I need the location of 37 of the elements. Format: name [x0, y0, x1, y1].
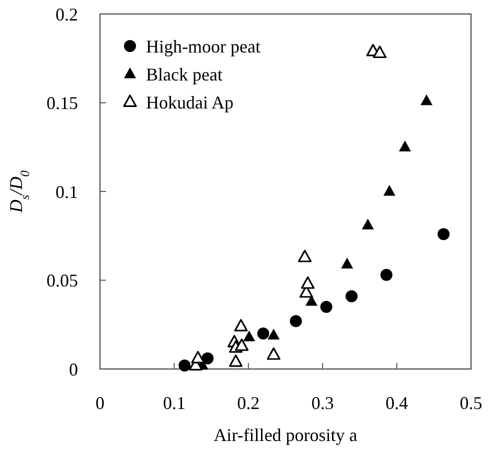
point [202, 352, 214, 364]
point [234, 338, 249, 351]
x-axis-title: Air-filled porosity a [214, 425, 358, 445]
y-tick-label: 0.1 [56, 182, 78, 202]
point [438, 228, 450, 240]
point [268, 328, 280, 340]
y-tick-label: 0.15 [46, 93, 78, 114]
y-tick-label: 0 [69, 359, 78, 380]
legend-label: High-moor peat [146, 36, 260, 56]
point [266, 347, 280, 360]
point [383, 184, 396, 196]
point [320, 300, 332, 313]
point [298, 250, 312, 262]
x-tick-label: 0 [96, 393, 104, 413]
point [346, 290, 358, 302]
point [228, 354, 243, 367]
point [380, 268, 392, 281]
point [234, 319, 248, 332]
point [178, 359, 191, 372]
x-tick-label: 0.1 [162, 393, 186, 413]
legend-label: Black peat [146, 64, 222, 84]
y-tick-label: 0.05 [46, 270, 78, 291]
point [420, 94, 432, 106]
point [257, 328, 270, 340]
point [300, 276, 315, 289]
legend-label: Hokudai Ap [146, 92, 234, 112]
point [341, 258, 354, 268]
point [372, 46, 387, 58]
x-tick-label: 0.4 [386, 393, 408, 413]
point [290, 315, 302, 328]
x-tick-label: 0.2 [237, 393, 260, 413]
x-tick-label: 0.5 [460, 393, 482, 413]
point [362, 218, 374, 230]
point [243, 330, 256, 342]
y-tick-label: 0.2 [56, 4, 78, 24]
point [398, 140, 411, 152]
x-tick-label: 0.3 [311, 393, 334, 413]
